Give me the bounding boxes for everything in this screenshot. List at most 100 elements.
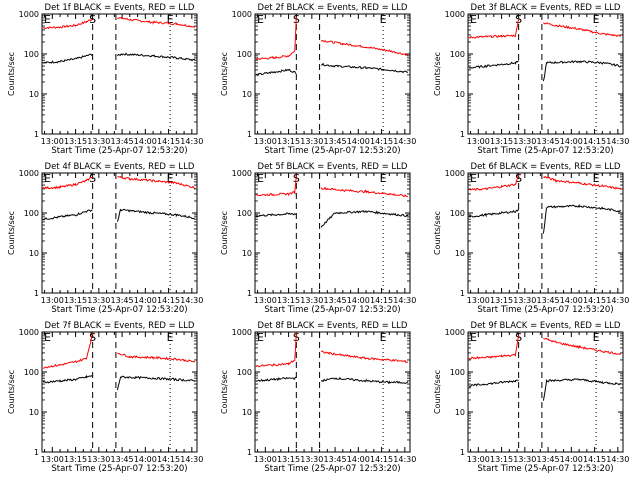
events-series-line bbox=[116, 208, 195, 222]
y-tick-label: 10 bbox=[29, 249, 39, 258]
y-tick-label: 1 bbox=[247, 130, 252, 139]
x-tick-label: 14:00 bbox=[347, 137, 370, 146]
y-tick-label: 1000 bbox=[445, 10, 465, 19]
x-tick-label: 14:30 bbox=[393, 455, 416, 464]
events-series-line bbox=[320, 376, 409, 384]
x-tick-label: 13:15 bbox=[490, 137, 513, 146]
y-tick-label: 1 bbox=[34, 289, 39, 298]
y-tick-label: 100 bbox=[237, 50, 252, 59]
y-tick-label: 1 bbox=[34, 130, 39, 139]
panel-title: Det 3f BLACK = Events, RED = LLD bbox=[471, 3, 621, 13]
lld-series-line bbox=[42, 18, 93, 30]
x-tick-label: 13:00 bbox=[41, 455, 64, 464]
panel-title: Det 8f BLACK = Events, RED = LLD bbox=[258, 321, 408, 331]
x-tick-label: 14:00 bbox=[347, 296, 370, 305]
y-axis-label: Counts/sec bbox=[220, 370, 229, 414]
y-tick-label: 100 bbox=[24, 50, 39, 59]
marker-label: E bbox=[470, 13, 477, 26]
x-tick-label: 14:30 bbox=[606, 137, 629, 146]
x-tick-label: 14:30 bbox=[393, 296, 416, 305]
x-tick-label: 14:15 bbox=[370, 455, 393, 464]
plot-frame bbox=[254, 172, 411, 294]
plot-frame bbox=[254, 331, 411, 453]
x-tick-label: 13:15 bbox=[490, 455, 513, 464]
y-tick-label: 1000 bbox=[445, 328, 465, 337]
x-tick-label: 14:00 bbox=[347, 455, 370, 464]
x-tick-label: 13:00 bbox=[41, 296, 64, 305]
x-tick-label: 14:00 bbox=[134, 455, 157, 464]
y-tick-label: 10 bbox=[455, 249, 465, 258]
x-tick-label: 13:15 bbox=[277, 296, 300, 305]
y-tick-label: 1 bbox=[247, 448, 252, 457]
x-tick-label: 13:00 bbox=[254, 455, 277, 464]
x-tick-label: 13:30 bbox=[87, 137, 110, 146]
x-tick-label: 14:30 bbox=[393, 137, 416, 146]
marker-label: E bbox=[470, 172, 477, 185]
lld-series-line bbox=[543, 175, 622, 190]
y-tick-label: 1 bbox=[460, 289, 465, 298]
x-tick-label: 13:30 bbox=[87, 296, 110, 305]
x-tick-label: 13:45 bbox=[111, 296, 134, 305]
y-tick-label: 1000 bbox=[19, 10, 39, 19]
marker-label: E bbox=[167, 13, 174, 26]
y-tick-label: 1 bbox=[34, 448, 39, 457]
x-tick-label: 14:15 bbox=[370, 296, 393, 305]
plot-frame bbox=[41, 331, 198, 453]
marker-label: S bbox=[515, 172, 522, 185]
panel-2: Det 2f BLACK = Events, RED = LLD 1 10 100 10… bbox=[220, 3, 416, 156]
marker-label: E bbox=[380, 13, 387, 26]
events-series-line bbox=[468, 60, 520, 69]
y-axis-label: Counts/sec bbox=[7, 370, 16, 414]
x-tick-label: 13:30 bbox=[300, 296, 323, 305]
lld-series-line bbox=[42, 332, 94, 369]
x-tick-label: 13:00 bbox=[41, 137, 64, 146]
panel-title: Det 7f BLACK = Events, RED = LLD bbox=[45, 321, 195, 331]
x-tick-label: 13:45 bbox=[537, 455, 560, 464]
y-tick-label: 1 bbox=[247, 289, 252, 298]
x-tick-label: 13:30 bbox=[300, 137, 323, 146]
marker-label: S bbox=[89, 331, 96, 344]
y-tick-label: 10 bbox=[455, 90, 465, 99]
events-series-line bbox=[116, 52, 196, 62]
panel-title: Det 2f BLACK = Events, RED = LLD bbox=[258, 3, 408, 13]
x-tick-label: 14:00 bbox=[134, 296, 157, 305]
lld-series-line bbox=[543, 22, 622, 38]
plot-frame bbox=[467, 172, 624, 294]
events-series-line bbox=[42, 209, 93, 221]
x-tick-label: 14:30 bbox=[180, 296, 203, 305]
x-tick-label: 13:15 bbox=[64, 137, 87, 146]
x-tick-label: 13:30 bbox=[87, 455, 110, 464]
x-tick-label: 14:15 bbox=[583, 455, 606, 464]
x-tick-label: 13:15 bbox=[64, 455, 87, 464]
x-tick-label: 14:15 bbox=[583, 137, 606, 146]
marker-label: E bbox=[470, 331, 477, 344]
x-tick-label: 14:00 bbox=[560, 455, 583, 464]
x-tick-label: 14:30 bbox=[606, 296, 629, 305]
y-tick-label: 1000 bbox=[19, 169, 39, 178]
y-tick-label: 1000 bbox=[19, 328, 39, 337]
y-axis-label: Counts/sec bbox=[433, 211, 442, 255]
x-tick-label: 13:00 bbox=[254, 137, 277, 146]
events-series-line bbox=[542, 203, 622, 234]
lld-series-line bbox=[117, 352, 196, 363]
marker-label: E bbox=[44, 172, 51, 185]
x-tick-label: 14:15 bbox=[370, 137, 393, 146]
lld-series-line bbox=[468, 334, 520, 360]
x-axis-label: Start Time (25-Apr-07 12:53:20) bbox=[477, 305, 613, 315]
y-axis-label: Counts/sec bbox=[433, 52, 442, 96]
lld-series-line bbox=[320, 350, 409, 364]
y-axis-label: Counts/sec bbox=[220, 52, 229, 96]
lld-series-line bbox=[255, 174, 297, 197]
x-tick-label: 13:30 bbox=[300, 455, 323, 464]
events-series-line bbox=[116, 375, 196, 391]
plot-frame bbox=[467, 13, 624, 135]
x-tick-label: 13:00 bbox=[467, 455, 490, 464]
marker-label: E bbox=[257, 331, 264, 344]
x-tick-label: 13:15 bbox=[277, 455, 300, 464]
x-tick-label: 14:00 bbox=[134, 137, 157, 146]
y-tick-label: 1 bbox=[460, 130, 465, 139]
lld-series-line bbox=[255, 332, 297, 368]
y-tick-label: 1000 bbox=[232, 328, 252, 337]
events-series-line bbox=[255, 212, 297, 218]
